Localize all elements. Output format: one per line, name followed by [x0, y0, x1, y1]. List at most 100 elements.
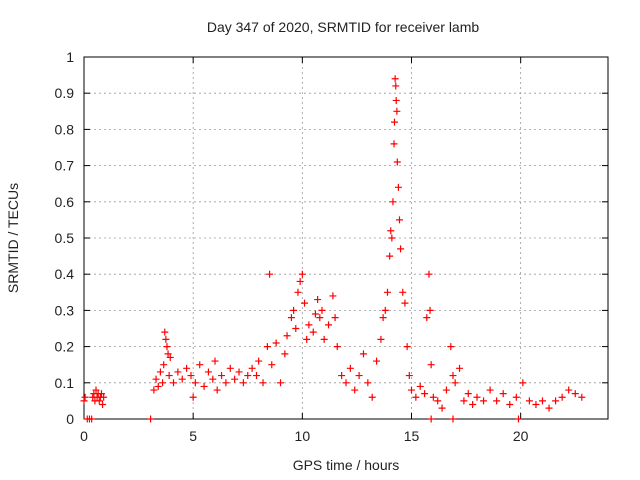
data-point — [499, 390, 507, 398]
data-point — [525, 397, 533, 405]
data-point — [449, 372, 457, 380]
data-point — [156, 368, 164, 376]
data-point — [268, 361, 276, 369]
data-point — [218, 372, 226, 380]
chart-title: Day 347 of 2020, SRMTID for receiver lam… — [207, 19, 480, 35]
data-point — [283, 332, 291, 340]
y-tick-label: 0.7 — [55, 158, 75, 174]
y-tick-label: 0.6 — [55, 194, 75, 210]
data-point — [389, 198, 397, 206]
data-point — [423, 314, 431, 322]
data-point — [277, 379, 284, 387]
data-point — [421, 390, 429, 398]
data-point — [429, 393, 437, 401]
data-point — [359, 350, 367, 358]
data-point — [392, 82, 400, 90]
y-tick-label: 0.1 — [55, 375, 75, 391]
data-point — [97, 390, 105, 398]
data-point — [399, 288, 407, 296]
data-point — [213, 386, 221, 394]
data-point — [204, 368, 212, 376]
grid-layer — [84, 57, 608, 419]
data-point — [412, 393, 420, 401]
data-point — [292, 325, 300, 332]
data-point — [252, 372, 260, 380]
x-tick-label: 15 — [404, 428, 420, 444]
data-point — [259, 379, 267, 387]
data-points — [80, 75, 586, 423]
data-point — [325, 321, 333, 329]
data-point — [80, 397, 88, 405]
data-point — [426, 306, 434, 314]
data-point — [394, 183, 402, 191]
data-point — [166, 353, 174, 361]
y-tick-label: 0.3 — [55, 302, 75, 318]
x-tick-label: 10 — [295, 428, 311, 444]
data-point — [294, 288, 302, 296]
data-point — [469, 401, 477, 409]
data-point — [183, 364, 191, 372]
y-tick-label: 0 — [66, 411, 74, 427]
data-point — [320, 335, 328, 343]
data-point — [552, 397, 560, 405]
data-point — [170, 379, 178, 387]
data-point — [480, 397, 488, 405]
data-point — [464, 390, 472, 398]
data-point — [368, 393, 376, 401]
data-point — [532, 401, 540, 409]
data-point — [391, 75, 399, 83]
data-point — [162, 335, 170, 343]
data-point — [196, 361, 204, 369]
data-point — [390, 140, 398, 148]
data-point — [514, 415, 522, 423]
data-point — [427, 415, 435, 423]
data-point — [355, 372, 363, 380]
data-point — [154, 382, 162, 390]
data-point — [81, 393, 89, 401]
data-point — [99, 401, 107, 409]
data-point — [244, 372, 252, 380]
data-point — [290, 306, 298, 314]
data-point — [266, 270, 274, 278]
data-point — [287, 314, 295, 322]
data-point — [506, 401, 514, 409]
data-point — [390, 118, 398, 126]
y-tick-label: 0.9 — [55, 85, 75, 101]
data-point — [434, 397, 442, 405]
data-point — [305, 321, 313, 329]
data-point — [397, 245, 405, 253]
data-point — [387, 227, 395, 235]
data-point — [187, 372, 195, 380]
data-point — [303, 335, 311, 343]
data-point — [281, 350, 289, 358]
data-point — [329, 292, 337, 300]
data-point — [222, 379, 230, 387]
data-point — [160, 361, 168, 369]
data-point — [373, 357, 381, 365]
data-point — [386, 252, 394, 260]
data-point — [447, 343, 455, 351]
data-point — [403, 343, 411, 351]
data-point — [298, 270, 306, 278]
y-tick-label: 0.2 — [55, 339, 75, 355]
data-point — [301, 299, 309, 307]
data-point — [493, 397, 501, 405]
data-point — [178, 375, 186, 383]
data-point — [425, 270, 433, 278]
data-point — [558, 393, 566, 401]
data-point — [379, 314, 387, 322]
data-point — [427, 361, 435, 369]
data-point — [377, 335, 385, 343]
data-point — [539, 397, 546, 405]
data-point — [314, 296, 322, 304]
x-tick-label: 0 — [80, 428, 88, 444]
data-point — [393, 107, 401, 115]
data-point — [161, 328, 169, 336]
data-point — [342, 379, 350, 387]
data-point — [163, 343, 171, 351]
data-point — [211, 357, 219, 365]
data-point — [92, 386, 100, 394]
data-point — [226, 364, 234, 372]
data-point — [333, 343, 341, 351]
data-point — [395, 216, 403, 224]
